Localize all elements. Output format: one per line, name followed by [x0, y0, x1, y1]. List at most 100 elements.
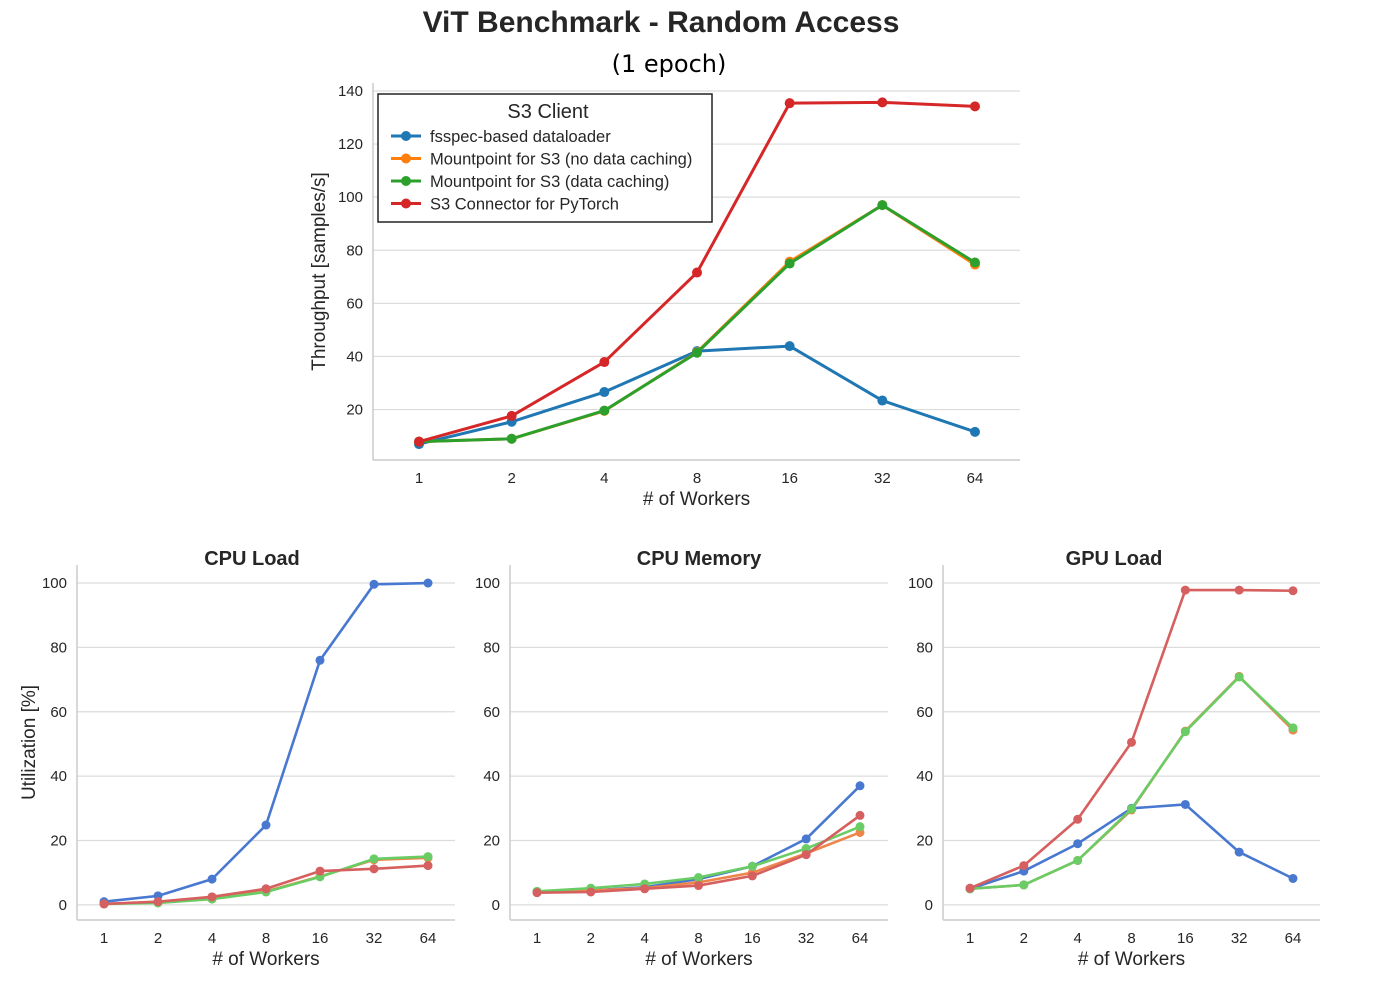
legend-marker: [401, 131, 411, 141]
data-point: [1127, 804, 1136, 814]
y-tick-label: 20: [50, 833, 67, 850]
y-tick-label: 40: [483, 768, 500, 785]
data-point: [423, 852, 433, 862]
x-tick-label: 4: [600, 470, 608, 487]
y-tick-label: 20: [916, 833, 933, 850]
x-tick-label: 1: [415, 470, 423, 487]
x-tick-label: 32: [366, 930, 383, 947]
x-tick-label: 1: [100, 930, 108, 947]
x-tick-label: 16: [312, 930, 329, 947]
x-tick-label: 64: [420, 930, 437, 947]
legend-marker: [401, 153, 411, 164]
data-point: [586, 887, 596, 897]
data-point: [694, 881, 703, 891]
x-tick-label: 2: [1020, 930, 1028, 947]
data-point: [801, 850, 811, 860]
data-point: [855, 810, 865, 820]
data-point: [1234, 847, 1244, 857]
series-2: [965, 672, 1298, 894]
data-point: [692, 347, 702, 358]
y-tick-label: 60: [346, 295, 363, 312]
data-point: [599, 387, 610, 398]
data-point: [1180, 799, 1190, 809]
x-tick-label: 16: [781, 470, 798, 487]
data-point: [1019, 861, 1029, 871]
y-axis-label: Utilization [%]: [19, 685, 40, 800]
legend-marker: [401, 176, 411, 186]
series-2: [414, 200, 980, 447]
x-tick-label: 64: [967, 470, 984, 487]
x-tick-label: 32: [1231, 930, 1248, 947]
y-tick-label: 0: [492, 897, 500, 914]
data-point: [207, 874, 217, 884]
legend: S3 Client fsspec-based dataloader Mountpoi…: [377, 93, 713, 223]
data-point: [423, 578, 433, 588]
data-point: [1073, 855, 1083, 865]
data-point: [153, 897, 163, 907]
chart-title: CPU Load: [204, 548, 300, 570]
y-tick-label: 80: [346, 242, 363, 259]
legend-box: [377, 93, 713, 223]
data-point: [599, 357, 610, 368]
x-tick-label: 1: [533, 930, 541, 947]
y-tick-label: 20: [346, 402, 363, 419]
y-tick-label: 100: [475, 575, 500, 592]
data-point: [877, 97, 888, 108]
data-point: [207, 892, 217, 902]
x-tick-label: 16: [744, 930, 761, 947]
series-line: [969, 803, 1294, 891]
chart-title: ViT Benchmark - Random Access: [423, 6, 900, 39]
data-point: [692, 267, 702, 278]
y-tick-label: 120: [338, 136, 363, 153]
series-3: [99, 861, 433, 909]
y-tick-label: 140: [338, 83, 363, 100]
data-point: [369, 579, 379, 589]
data-point: [532, 888, 542, 898]
data-point: [369, 864, 379, 874]
x-tick-label: 4: [208, 930, 216, 947]
series-1: [965, 671, 1298, 894]
data-point: [694, 873, 703, 883]
legend-label: Mountpoint for S3 (data caching): [430, 173, 669, 191]
y-tick-label: 60: [916, 704, 933, 721]
x-tick-label: 8: [693, 470, 701, 487]
chart-3: 0 20 40 60 80 100 1 2 4 8 16 32 64 # of Workers GPU Lo…: [908, 548, 1320, 970]
series-3: [414, 97, 980, 447]
x-tick-label: 8: [1127, 930, 1135, 947]
series-line: [418, 203, 976, 444]
y-tick-label: 40: [50, 768, 67, 785]
data-point: [855, 781, 865, 791]
y-axis-label: Throughput [samples/s]: [309, 172, 330, 371]
y-tick-label: 100: [42, 575, 67, 592]
data-point: [1234, 585, 1244, 595]
y-tick-label: 60: [483, 704, 500, 721]
data-point: [1180, 585, 1190, 595]
data-point: [784, 98, 795, 109]
legend-label: Mountpoint for S3 (no data caching): [430, 151, 692, 169]
y-tick-label: 80: [50, 639, 67, 656]
x-tick-label: 64: [1285, 930, 1302, 947]
x-tick-label: 2: [154, 930, 162, 947]
chart-0: 20 40 60 80 100 120 140 1 2 4 8 16 32 64 # of Workers T…: [309, 6, 1020, 510]
x-tick-label: 1: [966, 930, 974, 947]
data-point: [801, 834, 811, 844]
chart-subtitle: (1 epoch): [612, 50, 727, 78]
data-point: [970, 426, 980, 437]
y-tick-label: 80: [483, 639, 500, 656]
x-tick-label: 16: [1177, 930, 1194, 947]
data-point: [1288, 723, 1298, 733]
data-point: [99, 899, 109, 909]
y-tick-label: 100: [338, 189, 363, 206]
data-point: [1073, 839, 1083, 849]
chart-title: GPU Load: [1066, 548, 1163, 570]
chart-1: 0 20 40 60 80 100 1 2 4 8 16 32 64 # of Workers Utiliz…: [19, 548, 455, 970]
x-tick-label: 32: [798, 930, 815, 947]
x-axis-label: # of Workers: [1078, 949, 1185, 970]
legend-label: fsspec-based dataloader: [430, 128, 611, 146]
y-tick-label: 80: [916, 639, 933, 656]
series-3: [965, 585, 1298, 893]
x-tick-label: 4: [1073, 930, 1081, 947]
y-tick-label: 0: [59, 897, 67, 914]
series-line: [418, 344, 976, 446]
